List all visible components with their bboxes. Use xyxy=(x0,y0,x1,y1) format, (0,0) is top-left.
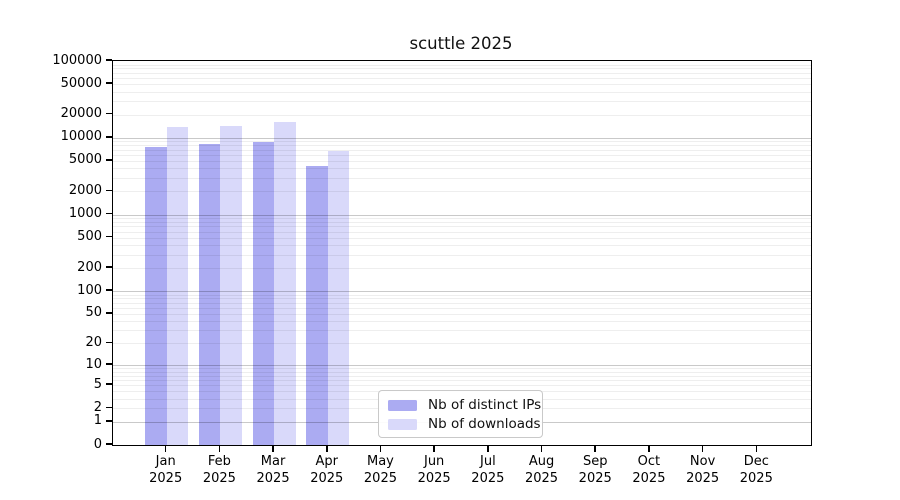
y-tick-mark xyxy=(106,341,112,344)
y-tick-mark xyxy=(106,406,112,409)
x-tick-label: Jun 2025 xyxy=(417,454,451,486)
x-tick-label: Oct 2025 xyxy=(632,454,666,486)
y-tick-label: 20000 xyxy=(60,106,102,122)
x-tick-label: Apr 2025 xyxy=(310,454,344,486)
y-tick-mark xyxy=(106,289,112,291)
x-tick-label: Mar 2025 xyxy=(256,454,290,486)
y-tick-label: 200 xyxy=(77,259,102,275)
legend-item-distinct-ips: Nb of distinct IPs xyxy=(388,397,541,413)
chart-title: scuttle 2025 xyxy=(409,34,513,53)
x-tick-mark xyxy=(701,445,704,452)
x-tick-label: Aug 2025 xyxy=(524,454,559,486)
gridline-minor xyxy=(113,68,811,70)
y-tick-label: 50 xyxy=(85,305,102,321)
y-tick-label: 10 xyxy=(85,356,102,372)
gridline-minor xyxy=(113,101,811,103)
x-tick-mark xyxy=(164,445,167,452)
x-tick-mark xyxy=(218,445,221,452)
gridline-minor xyxy=(113,64,811,66)
y-tick-mark xyxy=(106,135,112,138)
y-tick-label: 100 xyxy=(77,282,102,298)
x-tick-mark xyxy=(379,445,382,452)
plot-area xyxy=(112,60,812,446)
y-tick-label: 2000 xyxy=(68,182,102,198)
gridline-minor xyxy=(113,84,811,86)
x-tick-mark xyxy=(325,445,328,452)
y-tick-label: 5 xyxy=(93,376,102,392)
y-tick-label: 2 xyxy=(93,399,102,415)
y-tick-mark xyxy=(106,363,112,365)
y-tick-label: 1000 xyxy=(68,206,102,222)
legend-label-downloads: Nb of downloads xyxy=(428,416,541,432)
x-tick-label: May 2025 xyxy=(363,454,397,486)
y-tick-mark xyxy=(106,112,112,115)
x-tick-label: Dec 2025 xyxy=(739,454,773,486)
y-tick-label: 50000 xyxy=(60,75,102,91)
x-tick-mark xyxy=(540,445,543,452)
x-tick-label: Jul 2025 xyxy=(471,454,505,486)
y-tick-label: 1 xyxy=(93,413,102,429)
y-tick-mark xyxy=(106,266,112,268)
legend-swatch-distinct-ips xyxy=(388,399,417,411)
gridline-minor xyxy=(113,91,811,93)
x-tick-mark xyxy=(648,445,650,452)
gridline-minor xyxy=(113,141,811,143)
x-tick-label: Sep 2025 xyxy=(578,454,612,486)
bar-feb-distinct-ips xyxy=(198,144,221,445)
y-tick-mark xyxy=(106,383,112,386)
bar-mar-downloads xyxy=(274,121,296,445)
bar-jan-distinct-ips xyxy=(145,146,167,445)
legend-label-distinct-ips: Nb of distinct IPs xyxy=(428,397,542,413)
x-tick-mark xyxy=(487,445,489,452)
x-tick-mark xyxy=(272,445,274,452)
y-tick-mark xyxy=(106,189,112,192)
y-tick-mark xyxy=(106,59,112,61)
gridline-minor xyxy=(113,78,811,80)
y-tick-mark xyxy=(106,212,112,215)
y-tick-label: 5000 xyxy=(68,152,102,168)
x-tick-label: Nov 2025 xyxy=(686,454,720,486)
y-tick-mark xyxy=(106,235,112,238)
legend: Nb of distinct IPs Nb of downloads xyxy=(378,390,543,438)
bar-apr-distinct-ips xyxy=(306,165,328,445)
x-tick-mark xyxy=(755,445,758,452)
y-tick-label: 20 xyxy=(85,334,102,350)
gridline-minor xyxy=(113,72,811,74)
x-tick-mark xyxy=(433,445,435,452)
y-tick-label: 500 xyxy=(77,229,102,245)
bar-jan-downloads xyxy=(166,127,189,445)
gridline-minor xyxy=(113,114,811,116)
x-tick-label: Feb 2025 xyxy=(202,454,236,486)
legend-item-downloads: Nb of downloads xyxy=(388,416,541,432)
bar-apr-downloads xyxy=(327,151,350,445)
y-tick-label: 10000 xyxy=(60,129,102,145)
y-tick-mark xyxy=(106,443,112,445)
bar-feb-downloads xyxy=(220,125,242,445)
y-tick-mark xyxy=(106,159,112,161)
gridline-decade xyxy=(113,137,811,139)
y-tick-label: 0 xyxy=(93,436,102,452)
x-tick-label: Jan 2025 xyxy=(149,454,183,486)
y-tick-mark xyxy=(106,420,112,422)
y-tick-mark xyxy=(106,312,112,314)
y-tick-label: 100000 xyxy=(52,52,102,68)
x-tick-mark xyxy=(594,445,597,452)
legend-swatch-downloads xyxy=(388,418,417,430)
y-tick-mark xyxy=(106,82,112,84)
bar-mar-distinct-ips xyxy=(252,142,275,445)
